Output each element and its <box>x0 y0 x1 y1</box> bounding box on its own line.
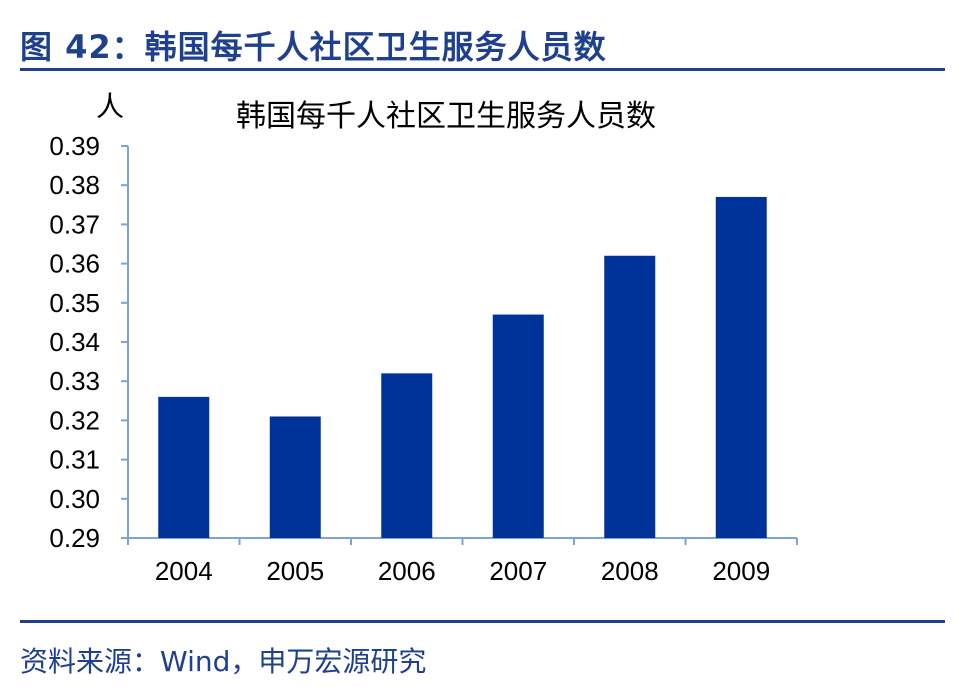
y-tick-label: 0.30 <box>49 484 100 514</box>
y-tick-label: 0.29 <box>49 523 100 553</box>
y-tick-label: 0.31 <box>49 445 100 475</box>
y-tick-label: 0.39 <box>49 131 100 161</box>
x-tick-label: 2005 <box>266 556 324 586</box>
x-tick-label: 2006 <box>378 556 436 586</box>
x-tick-label: 2008 <box>601 556 659 586</box>
y-tick-label: 0.36 <box>49 249 100 279</box>
bar-chart: 韩国每千人社区卫生服务人员数 人 0.29 0.30 0.31 0.32 0.33 0.34 0… <box>49 90 798 586</box>
figure-title: 图 42：韩国每千人社区卫生服务人员数 <box>20 28 607 66</box>
y-tick-label: 0.37 <box>49 209 100 239</box>
bar-2005 <box>269 416 321 538</box>
y-tick-label: 0.38 <box>49 170 100 200</box>
y-tick-label: 0.35 <box>49 288 100 318</box>
chart-layer: 韩国每千人社区卫生服务人员数 人 0.29 0.30 0.31 0.32 0.33 0.34 0… <box>49 90 798 586</box>
header-divider <box>20 68 945 71</box>
bar-2004 <box>158 396 210 538</box>
x-tick-label: 2004 <box>155 556 213 586</box>
bar-2008 <box>604 255 656 538</box>
footer-divider <box>20 620 945 623</box>
bar-2006 <box>381 373 433 538</box>
x-tick-label: 2007 <box>489 556 547 586</box>
y-tick-label: 0.32 <box>49 405 100 435</box>
bar-2007 <box>492 314 544 538</box>
y-tick-label: 0.34 <box>49 327 100 357</box>
source-note: 资料来源：Wind，申万宏源研究 <box>20 645 427 678</box>
y-axis-label: 人 <box>96 90 124 123</box>
chart-title: 韩国每千人社区卫生服务人员数 <box>236 99 656 134</box>
y-tick-label: 0.33 <box>49 366 100 396</box>
x-tick-label: 2009 <box>712 556 770 586</box>
bar-2009 <box>715 196 767 538</box>
